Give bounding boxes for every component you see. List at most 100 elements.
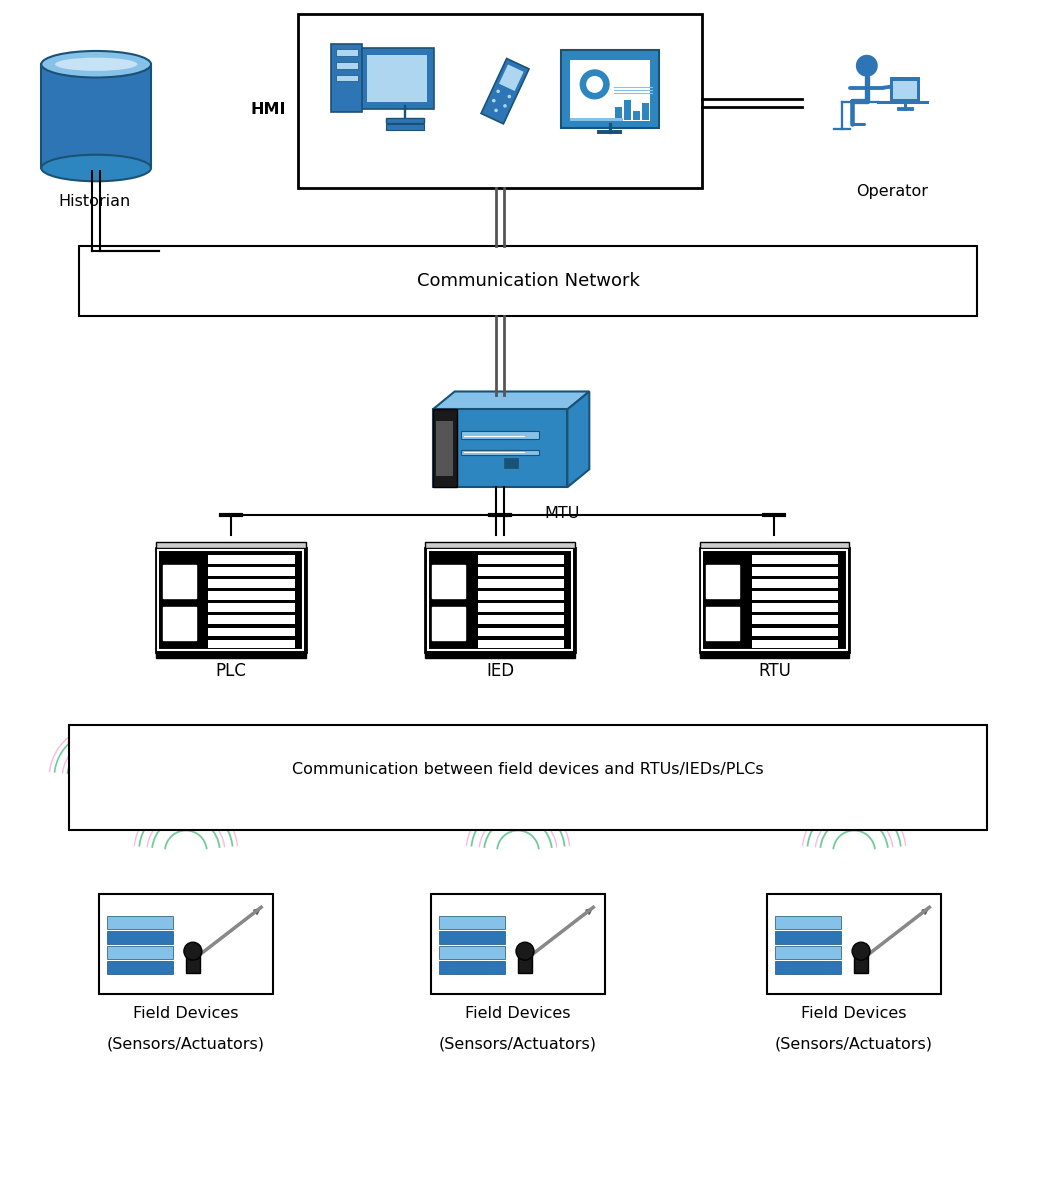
Circle shape xyxy=(494,109,498,113)
FancyBboxPatch shape xyxy=(752,580,838,588)
FancyBboxPatch shape xyxy=(477,592,564,600)
FancyBboxPatch shape xyxy=(107,961,173,974)
FancyBboxPatch shape xyxy=(570,118,624,121)
FancyBboxPatch shape xyxy=(752,604,838,612)
FancyBboxPatch shape xyxy=(209,640,295,648)
Text: Communication Network: Communication Network xyxy=(416,271,639,289)
FancyBboxPatch shape xyxy=(432,607,465,640)
Polygon shape xyxy=(481,59,529,124)
Text: HMI: HMI xyxy=(250,102,286,116)
Circle shape xyxy=(856,55,878,77)
FancyBboxPatch shape xyxy=(366,55,427,102)
FancyBboxPatch shape xyxy=(700,547,849,653)
Polygon shape xyxy=(568,391,590,487)
FancyBboxPatch shape xyxy=(431,894,605,994)
FancyBboxPatch shape xyxy=(752,568,838,576)
Text: (Sensors/Actuators): (Sensors/Actuators) xyxy=(107,1037,265,1052)
FancyBboxPatch shape xyxy=(854,949,868,973)
FancyBboxPatch shape xyxy=(386,118,425,124)
FancyBboxPatch shape xyxy=(477,604,564,612)
FancyBboxPatch shape xyxy=(518,949,531,973)
Ellipse shape xyxy=(42,155,151,181)
Circle shape xyxy=(496,90,500,94)
FancyBboxPatch shape xyxy=(439,931,506,944)
FancyBboxPatch shape xyxy=(331,44,362,113)
FancyBboxPatch shape xyxy=(335,62,357,68)
FancyBboxPatch shape xyxy=(99,894,273,994)
FancyBboxPatch shape xyxy=(504,458,518,468)
Circle shape xyxy=(516,942,534,960)
Polygon shape xyxy=(433,391,590,409)
FancyBboxPatch shape xyxy=(335,74,357,82)
FancyBboxPatch shape xyxy=(767,894,941,994)
FancyBboxPatch shape xyxy=(707,607,739,640)
FancyBboxPatch shape xyxy=(426,541,575,547)
Polygon shape xyxy=(499,65,523,91)
Circle shape xyxy=(586,76,603,92)
FancyBboxPatch shape xyxy=(209,604,295,612)
FancyBboxPatch shape xyxy=(890,77,920,102)
FancyBboxPatch shape xyxy=(570,60,650,121)
FancyBboxPatch shape xyxy=(702,550,847,650)
FancyBboxPatch shape xyxy=(433,409,568,487)
FancyBboxPatch shape xyxy=(651,96,658,120)
Text: Communication between field devices and RTUs/IEDs/PLCs: Communication between field devices and … xyxy=(292,762,764,778)
Text: RTU: RTU xyxy=(758,662,791,680)
FancyBboxPatch shape xyxy=(163,607,196,640)
Text: PLC: PLC xyxy=(215,662,246,680)
Text: MTU: MTU xyxy=(544,506,579,521)
FancyBboxPatch shape xyxy=(477,640,564,648)
FancyBboxPatch shape xyxy=(209,554,295,564)
FancyBboxPatch shape xyxy=(752,616,838,624)
FancyBboxPatch shape xyxy=(707,565,739,598)
FancyBboxPatch shape xyxy=(156,653,305,659)
FancyBboxPatch shape xyxy=(752,640,838,648)
Text: IED: IED xyxy=(486,662,514,680)
Text: Operator: Operator xyxy=(856,184,928,199)
Text: (Sensors/Actuators): (Sensors/Actuators) xyxy=(439,1037,597,1052)
Circle shape xyxy=(492,98,495,102)
FancyBboxPatch shape xyxy=(752,554,838,564)
FancyBboxPatch shape xyxy=(159,550,303,650)
FancyBboxPatch shape xyxy=(335,49,357,55)
FancyBboxPatch shape xyxy=(426,547,575,653)
FancyBboxPatch shape xyxy=(359,48,434,109)
FancyBboxPatch shape xyxy=(616,107,622,120)
Text: Field Devices: Field Devices xyxy=(465,1006,571,1021)
FancyBboxPatch shape xyxy=(156,541,305,547)
FancyBboxPatch shape xyxy=(209,628,295,636)
FancyBboxPatch shape xyxy=(298,14,702,188)
FancyBboxPatch shape xyxy=(625,100,631,120)
Circle shape xyxy=(579,70,609,100)
FancyBboxPatch shape xyxy=(643,103,649,120)
FancyBboxPatch shape xyxy=(477,554,564,564)
FancyBboxPatch shape xyxy=(209,592,295,600)
Text: Historian: Historian xyxy=(58,194,130,209)
FancyBboxPatch shape xyxy=(477,628,564,636)
FancyBboxPatch shape xyxy=(156,547,305,653)
FancyBboxPatch shape xyxy=(774,916,841,929)
Ellipse shape xyxy=(55,58,137,71)
FancyBboxPatch shape xyxy=(774,946,841,959)
FancyBboxPatch shape xyxy=(561,49,658,128)
FancyBboxPatch shape xyxy=(70,725,987,830)
FancyBboxPatch shape xyxy=(433,409,457,487)
FancyBboxPatch shape xyxy=(42,65,151,168)
FancyBboxPatch shape xyxy=(439,916,506,929)
FancyBboxPatch shape xyxy=(209,580,295,588)
FancyBboxPatch shape xyxy=(633,112,639,120)
Circle shape xyxy=(852,942,870,960)
FancyBboxPatch shape xyxy=(432,565,465,598)
Ellipse shape xyxy=(42,50,151,78)
FancyBboxPatch shape xyxy=(700,541,849,547)
FancyBboxPatch shape xyxy=(107,931,173,944)
FancyBboxPatch shape xyxy=(436,421,454,475)
FancyBboxPatch shape xyxy=(700,653,849,659)
FancyBboxPatch shape xyxy=(439,946,506,959)
FancyBboxPatch shape xyxy=(186,949,200,973)
FancyBboxPatch shape xyxy=(893,82,918,98)
FancyBboxPatch shape xyxy=(79,246,977,316)
Circle shape xyxy=(508,95,511,98)
FancyBboxPatch shape xyxy=(209,568,295,576)
FancyBboxPatch shape xyxy=(163,565,196,598)
